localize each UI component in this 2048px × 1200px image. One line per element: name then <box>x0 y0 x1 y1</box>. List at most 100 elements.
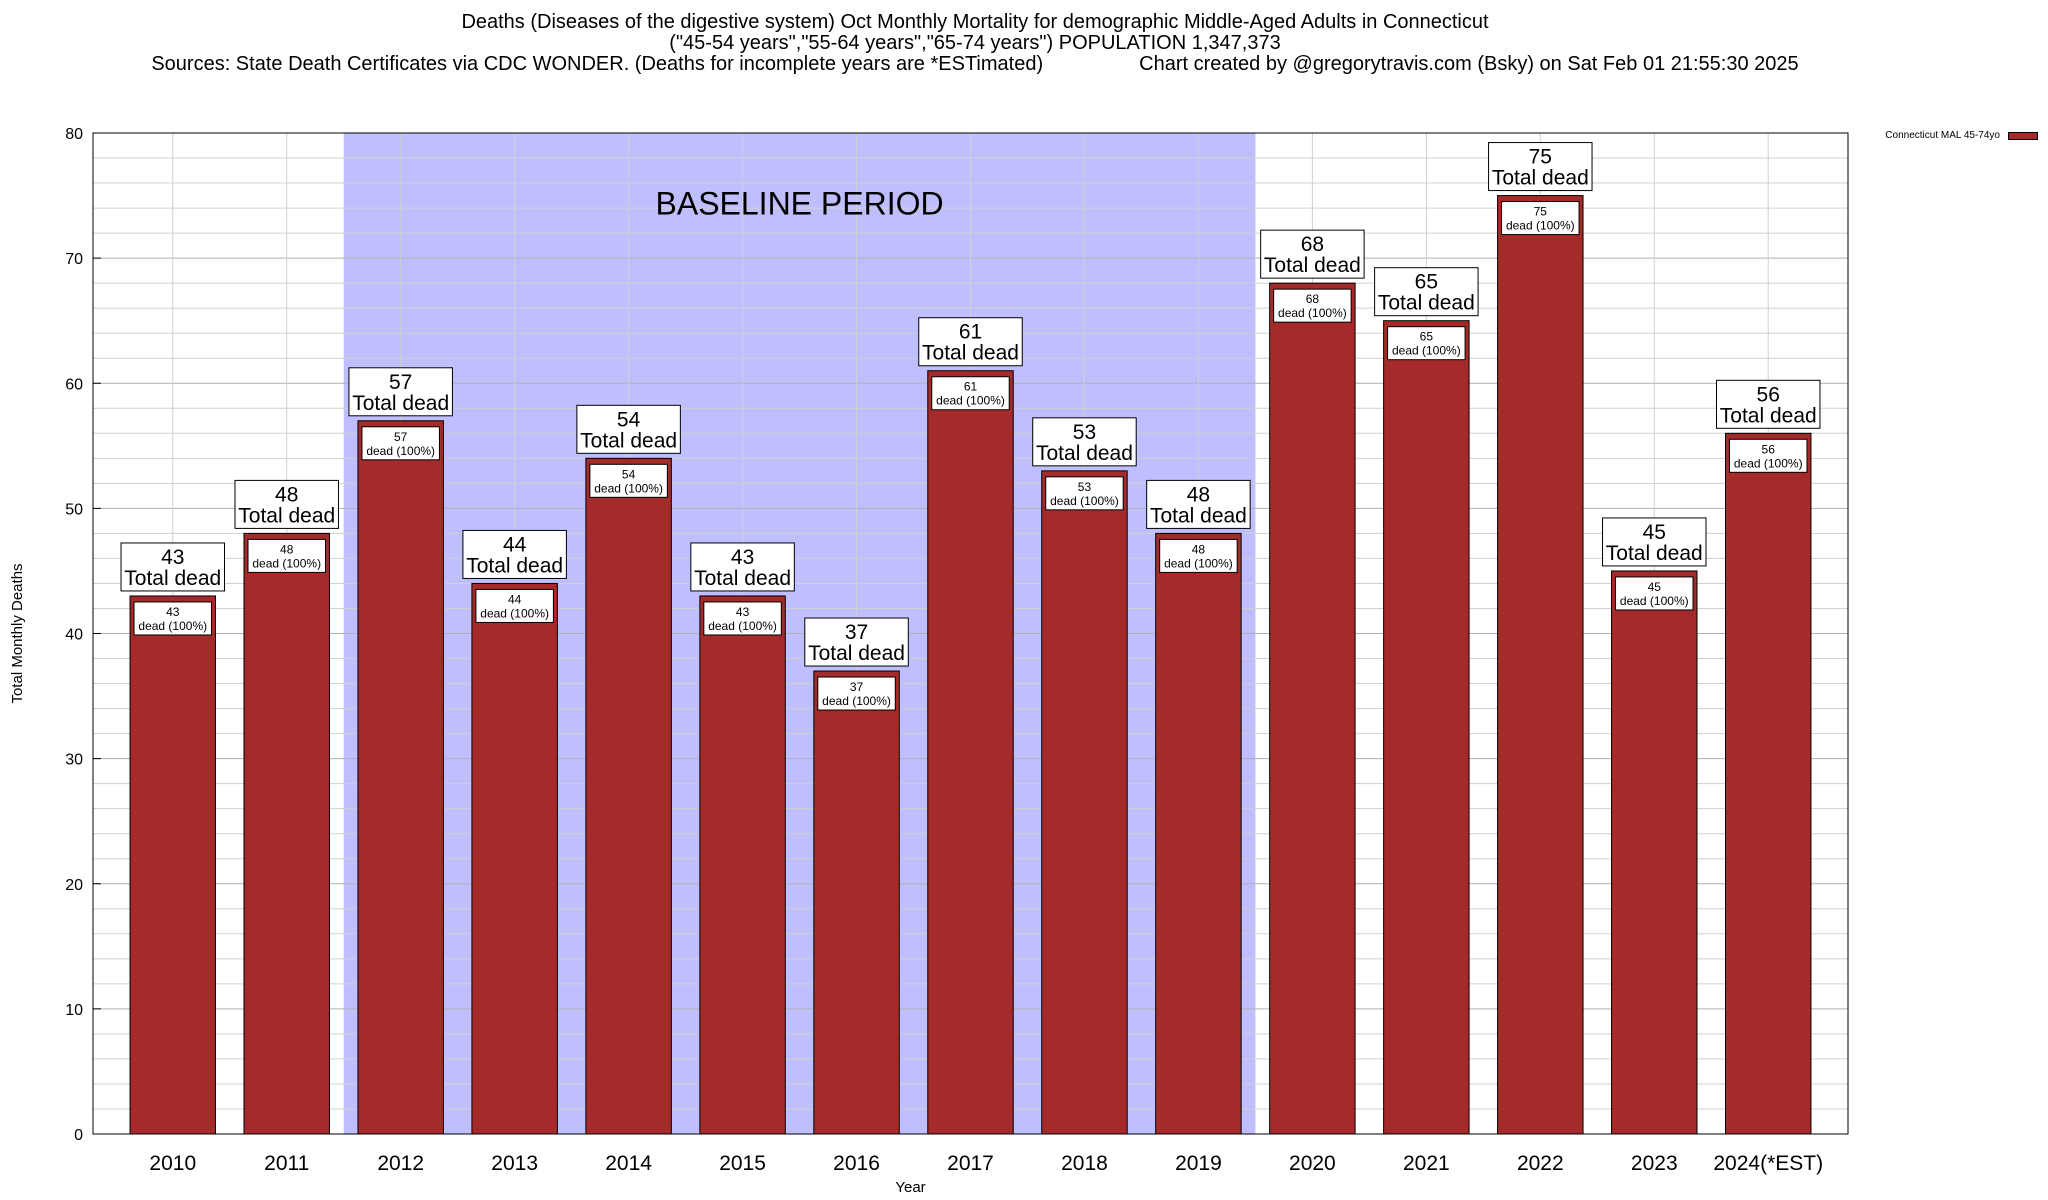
bar-inner-label-box <box>247 538 326 573</box>
bar-top-value: 68 <box>1301 233 1324 256</box>
bar-top-value: 54 <box>617 408 641 431</box>
bar <box>699 595 786 1135</box>
bar-inner-value: 75 <box>1534 205 1548 219</box>
chart-subtitle: ("45-54 years","55-64 years","65-74 year… <box>669 32 1281 54</box>
bar-inner-label: dead (100%) <box>1734 456 1803 470</box>
chart-sources-line: Sources: State Death Certificates via CD… <box>0 54 1950 75</box>
bar-top-value: 48 <box>275 483 298 506</box>
bar-inner-label-box <box>931 376 1010 411</box>
bar-top-label-box <box>576 404 681 454</box>
bar-inner-value: 65 <box>1420 330 1434 344</box>
bar-inner-label: dead (100%) <box>1506 219 1575 233</box>
bar-inner-label: dead (100%) <box>708 619 777 633</box>
x-tick-label: 2021 <box>1403 1152 1450 1175</box>
bar-inner-label-box <box>1501 201 1580 236</box>
bar <box>243 532 330 1135</box>
bar-top-value: 65 <box>1415 271 1438 294</box>
bar-top-label: Total dead <box>1264 254 1361 277</box>
x-tick-label: 2011 <box>264 1152 309 1175</box>
bar-top-label: Total dead <box>124 567 221 590</box>
bar-top-value: 48 <box>1187 483 1210 506</box>
legend-swatch <box>2008 131 2038 140</box>
x-tick-label: 2022 <box>1517 1152 1564 1175</box>
bar <box>1724 432 1812 1135</box>
bar-inner-label: dead (100%) <box>594 481 663 495</box>
bar <box>471 582 558 1135</box>
y-tick-label: 10 <box>65 1002 83 1019</box>
bar-top-label-box <box>1488 142 1593 192</box>
bar-top-label: Total dead <box>1606 542 1703 565</box>
bar-inner-value: 54 <box>622 467 636 481</box>
y-tick-label: 30 <box>65 752 83 769</box>
bar-top-label-box <box>462 529 567 579</box>
bar-top-label: Total dead <box>352 392 449 415</box>
x-tick-label: 2024(*EST) <box>1713 1152 1823 1175</box>
bar-inner-label: dead (100%) <box>252 556 321 570</box>
bar-top-label-box <box>1715 379 1821 429</box>
bar <box>1155 532 1242 1135</box>
bar-inner-label-box <box>817 676 896 711</box>
bar-inner-label: dead (100%) <box>1392 344 1461 358</box>
chart-credit: Chart created by @gregorytravis.com (Bsk… <box>1139 53 1799 75</box>
bar-inner-value: 68 <box>1306 292 1320 306</box>
y-tick-label: 70 <box>65 251 83 268</box>
bar-inner-value: 48 <box>280 542 294 556</box>
x-tick-label: 2013 <box>491 1152 538 1175</box>
bar-top-value: 53 <box>1073 421 1096 444</box>
chart-title-block: Deaths (Diseases of the digestive system… <box>0 12 1950 75</box>
legend: Connecticut MAL 45-74yo <box>1885 130 2038 141</box>
bar-top-label: Total dead <box>694 567 791 590</box>
x-tick-label: 2020 <box>1289 1152 1336 1175</box>
y-tick-label: 40 <box>65 627 83 644</box>
bar-top-label-box <box>348 367 453 417</box>
bar <box>1383 320 1470 1135</box>
bar-top-value: 75 <box>1529 146 1552 169</box>
bar-inner-label: dead (100%) <box>1164 556 1233 570</box>
bar-top-value: 37 <box>845 621 868 644</box>
bar-top-label: Total dead <box>580 429 677 452</box>
bar-top-label-box <box>1374 267 1479 317</box>
bar-inner-value: 57 <box>394 430 408 444</box>
bar-inner-value: 43 <box>166 605 180 619</box>
bar-inner-label: dead (100%) <box>1620 594 1689 608</box>
bar-inner-value: 53 <box>1078 480 1092 494</box>
bar-top-label: Total dead <box>238 504 335 527</box>
bar-inner-label: dead (100%) <box>936 394 1005 408</box>
bar-top-label-box <box>1602 517 1707 567</box>
bar-top-label-box <box>918 317 1023 367</box>
bar-inner-label-box <box>703 601 782 636</box>
bar-inner-label-box <box>475 588 554 623</box>
bar-inner-value: 44 <box>508 592 522 606</box>
bar-inner-value: 37 <box>850 680 864 694</box>
bar-inner-label-box <box>133 601 213 636</box>
bar-top-label: Total dead <box>922 342 1019 365</box>
x-tick-label: 2014 <box>605 1152 652 1175</box>
bar-inner-label-box <box>1045 476 1124 511</box>
x-tick-label: 2017 <box>947 1152 994 1175</box>
bar <box>1269 282 1356 1135</box>
bar-top-value: 43 <box>731 546 754 569</box>
bar-inner-label: dead (100%) <box>480 606 549 620</box>
bar-inner-label: dead (100%) <box>1050 494 1119 508</box>
bar-inner-label-box <box>589 463 668 498</box>
bar-top-value: 43 <box>161 546 184 569</box>
x-tick-label: 2010 <box>149 1152 196 1175</box>
y-tick-label: 20 <box>65 877 83 894</box>
bar-top-value: 45 <box>1643 521 1666 544</box>
bar-inner-label: dead (100%) <box>822 694 891 708</box>
chart-sources: Sources: State Death Certificates via CD… <box>151 53 1044 75</box>
x-tick-label: 2023 <box>1631 1152 1678 1175</box>
bar-top-label-box <box>804 617 909 667</box>
bar-top-label-box <box>1260 229 1365 279</box>
bar <box>813 670 900 1135</box>
bar-inner-value: 48 <box>1192 542 1206 556</box>
bar-top-label: Total dead <box>1720 404 1817 427</box>
bar-inner-label-box <box>1387 326 1466 361</box>
bar-top-label: Total dead <box>1378 292 1475 315</box>
bar-inner-label: dead (100%) <box>138 619 207 633</box>
x-axis-label: Year <box>895 1179 925 1196</box>
bar <box>1497 195 1584 1135</box>
bar-top-label-box <box>690 542 795 592</box>
bar-inner-value: 43 <box>736 605 750 619</box>
